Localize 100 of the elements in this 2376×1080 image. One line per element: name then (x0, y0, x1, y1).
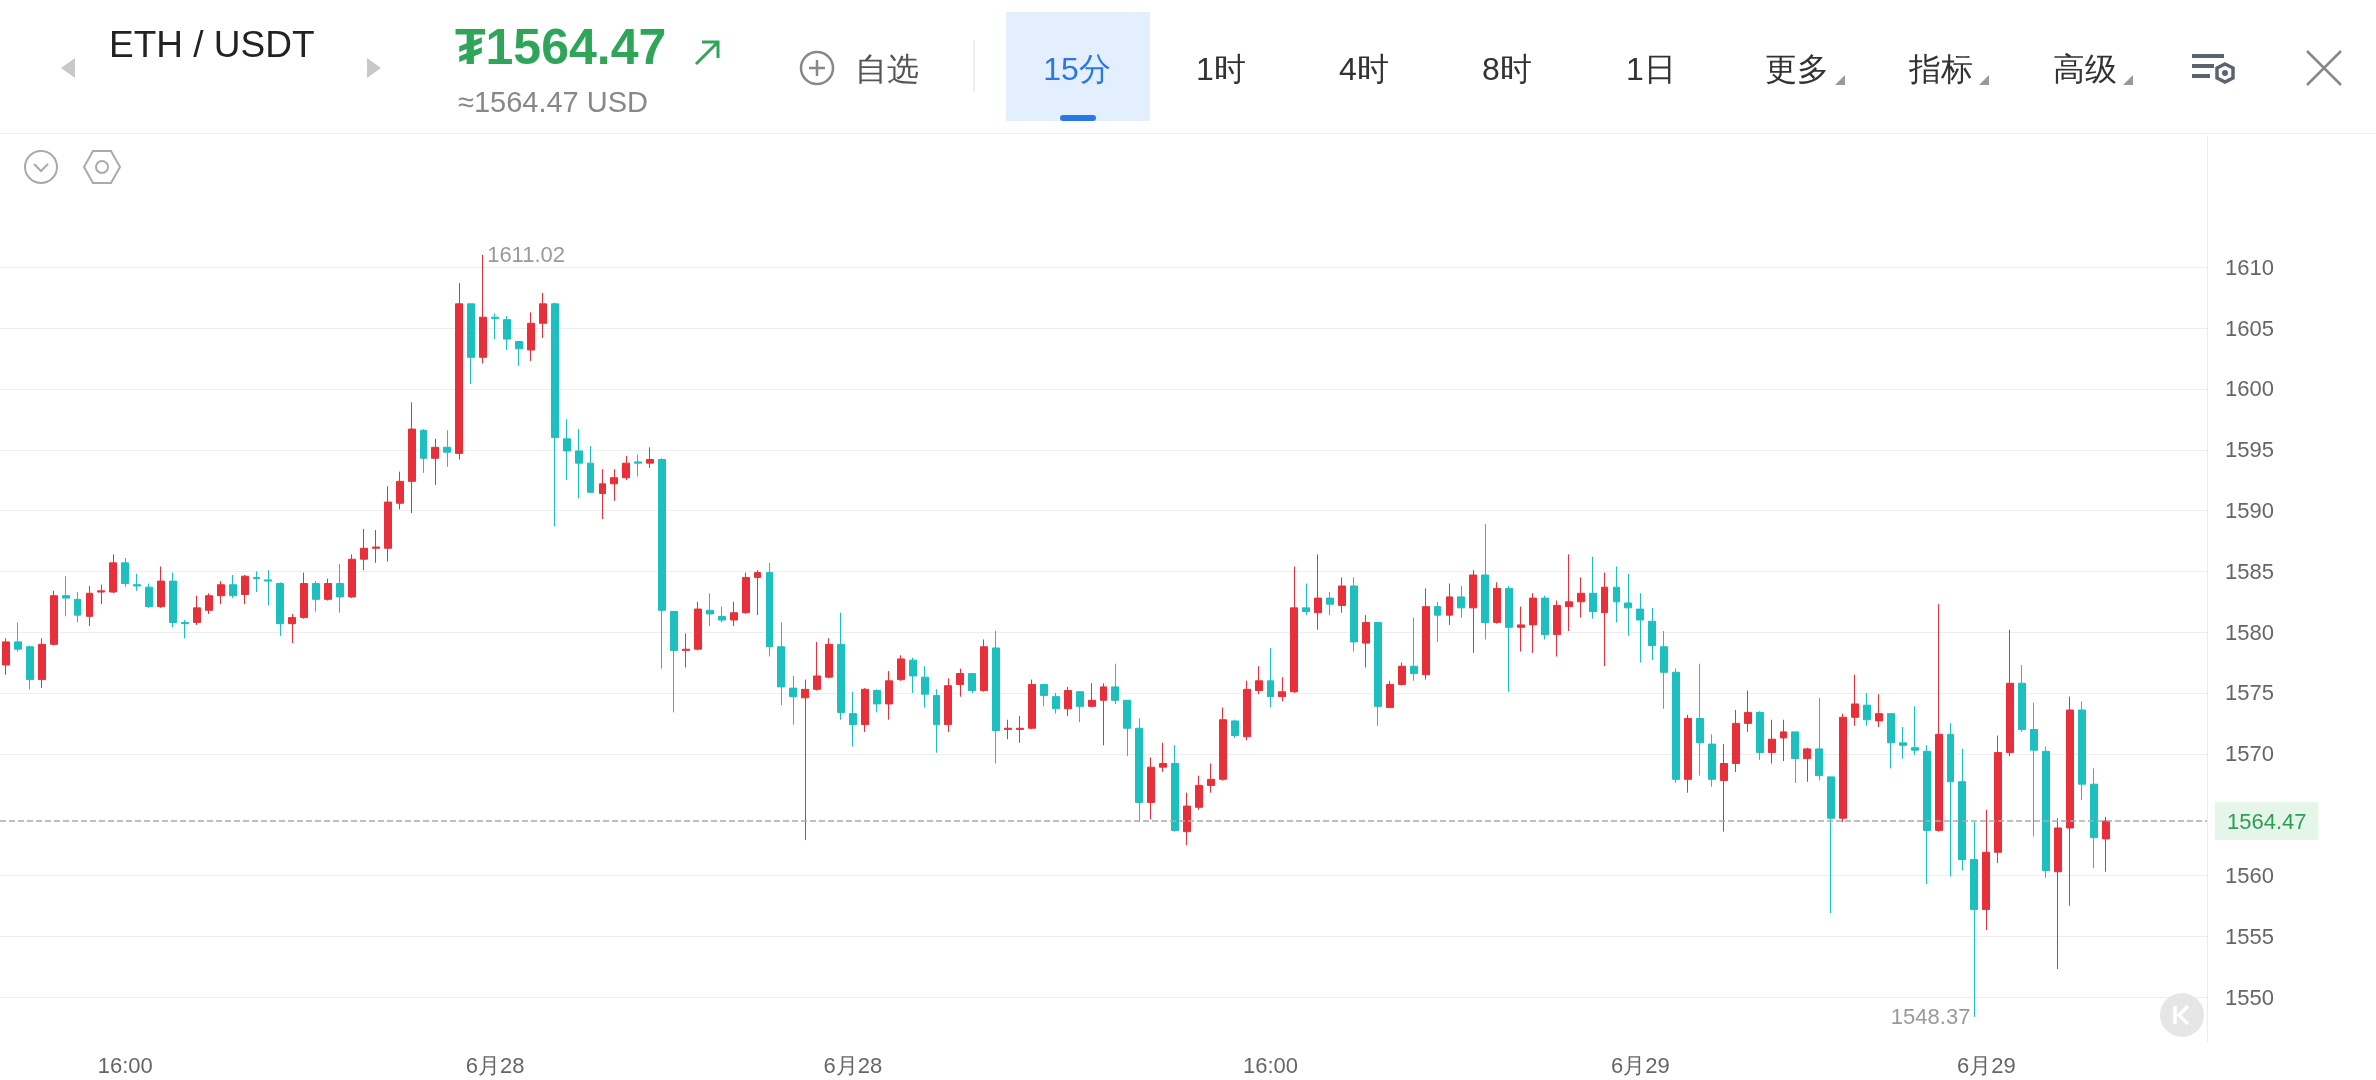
candlestick (1350, 576, 1358, 653)
candlestick (133, 573, 141, 592)
candlestick (956, 668, 964, 698)
candlestick (2030, 702, 2038, 837)
candlestick (1302, 583, 1310, 616)
y-tick-label: 1570 (2225, 741, 2274, 767)
text: 8时 (1482, 51, 1532, 87)
annotation: 1611.02 (487, 242, 566, 268)
candlestick (1434, 601, 1441, 643)
chart-subtitle: ≈1564.47 USD (458, 86, 649, 119)
candlestick (86, 585, 93, 627)
candlestick (1135, 718, 1143, 823)
candlestick (1732, 709, 1740, 773)
candlestick (1195, 775, 1203, 811)
candlestick (169, 572, 177, 628)
candlestick (1541, 595, 1549, 640)
candlestick (1982, 809, 1990, 931)
candlestick (575, 428, 583, 499)
candlestick (563, 418, 571, 481)
y-tick-label: 1600 (2225, 376, 2274, 402)
candlestick (1422, 587, 1430, 681)
candlestick (1517, 606, 1525, 653)
candlestick (2090, 767, 2098, 869)
candlestick (2078, 700, 2086, 801)
candlestick (1589, 556, 1597, 620)
candlestick (312, 580, 320, 612)
candlestick (420, 428, 427, 474)
candlestick (1386, 680, 1394, 709)
candlestick (1887, 713, 1895, 769)
candlestick (1529, 592, 1537, 654)
candlestick (1016, 715, 1024, 744)
candlestick (372, 529, 380, 564)
candlestick (50, 590, 58, 647)
x-tick-label: 6月28 (823, 1052, 883, 1078)
candlestick (1577, 576, 1585, 619)
candlestick (1493, 581, 1501, 625)
text: 1时 (1196, 51, 1246, 87)
candlestick (742, 572, 750, 615)
candlestick (1398, 662, 1406, 687)
candlestick (2, 637, 10, 676)
y-tick-label: 1605 (2225, 315, 2274, 341)
candlestick (1267, 647, 1274, 709)
candlestick (1839, 713, 1847, 823)
text: 4时 (1339, 51, 1389, 87)
candlestick (1947, 722, 1954, 878)
candlestick (336, 563, 344, 614)
candlestick (861, 687, 869, 733)
candlestick (766, 562, 773, 657)
candlestick (1970, 821, 1978, 1018)
candlestick (14, 621, 22, 653)
candlestick (1815, 697, 1823, 782)
candlestick (455, 282, 463, 460)
candlestick (789, 675, 797, 726)
candlestick (1147, 756, 1155, 820)
candlestick (1803, 747, 1811, 783)
x-tick-label: 16:00 (97, 1052, 153, 1078)
ref-line-label: 1564.47 (2227, 808, 2307, 834)
candlestick (324, 578, 332, 602)
candlestick (97, 584, 105, 605)
candlestick (2018, 664, 2026, 733)
candlestick (515, 341, 523, 367)
candlestick (837, 612, 845, 721)
x-tick-label: 6月28 (465, 1052, 525, 1078)
candlestick (1553, 600, 1561, 657)
y-tick-label: 1555 (2225, 923, 2274, 949)
candlestick (1362, 614, 1370, 668)
candlestick (909, 657, 917, 694)
candlestick (1207, 763, 1215, 794)
x-tick-label: 16:00 (1242, 1052, 1299, 1078)
candlestick (503, 315, 511, 351)
candlestick (1505, 585, 1513, 693)
candlestick (74, 591, 81, 623)
candlestick (718, 606, 726, 623)
candlestick (1159, 742, 1167, 773)
candlestick (1171, 744, 1179, 833)
candlestick (62, 575, 70, 617)
candlestick (479, 254, 487, 364)
candlestick (944, 677, 952, 733)
candlestick (26, 645, 34, 690)
candlestick (1100, 682, 1107, 746)
candlestick (527, 311, 535, 362)
y-tick-label: 1595 (2225, 437, 2274, 463)
candlestick (1123, 699, 1131, 757)
y-tick-label: 1590 (2225, 498, 2274, 524)
candlestick (646, 446, 654, 469)
candlestick (1935, 603, 1943, 833)
candlestick (1314, 553, 1322, 631)
text: 1日 (1626, 51, 1676, 87)
candlestick (1410, 617, 1418, 682)
y-tick-label: 1610 (2225, 254, 2274, 280)
candlestick (1696, 663, 1704, 777)
candlestick (288, 613, 296, 644)
candlestick (1624, 573, 1632, 637)
candlestick (1255, 665, 1263, 695)
candlestick (933, 688, 940, 754)
candlestick (1660, 630, 1668, 710)
candlestick (992, 630, 1000, 765)
candlestick (408, 401, 416, 514)
text: 15分 (1043, 51, 1111, 87)
candlestick (885, 670, 893, 721)
